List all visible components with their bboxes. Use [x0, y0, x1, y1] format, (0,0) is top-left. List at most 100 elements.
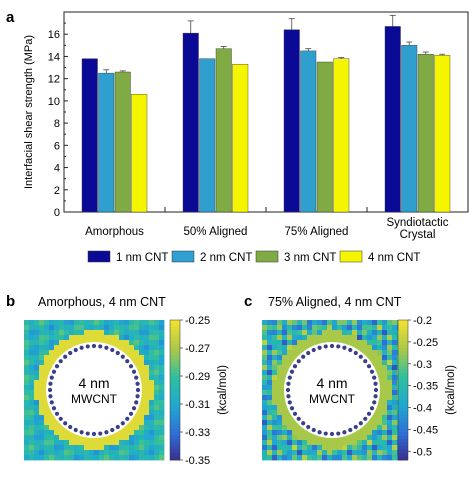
heatmap-cell [367, 335, 373, 341]
heatmap-cell [159, 365, 165, 371]
heatmap-cell [34, 440, 40, 446]
heatmap-cell [34, 380, 40, 386]
heatmap-cell [392, 370, 398, 376]
heatmap-cell [337, 325, 343, 331]
cnt-atom [353, 424, 358, 430]
heatmap-cell [387, 330, 393, 336]
heatmap-cell [154, 385, 160, 391]
cnt-atom [58, 416, 63, 421]
heatmap-cell [362, 435, 368, 441]
heatmap-b-title: Amorphous, 4 nm CNT [38, 295, 166, 309]
heatmap-cell [129, 450, 135, 456]
heatmap-cell [109, 440, 115, 446]
heatmap-cell [312, 455, 318, 461]
heatmap-cell [39, 365, 45, 371]
y-tick-label: 12 [48, 74, 60, 86]
colorbar-segment [398, 365, 408, 370]
heatmap-cell [149, 435, 155, 441]
heatmap-cell [282, 360, 288, 366]
heatmap-cell [114, 455, 120, 461]
heatmap-cell [372, 340, 378, 346]
heatmap-cell [159, 320, 165, 326]
heatmap-cell [64, 335, 70, 341]
heatmap-cell [54, 425, 60, 431]
heatmap-cell [159, 390, 165, 396]
colorbar-segment [170, 439, 180, 443]
heatmap-cell [24, 405, 30, 411]
heatmap-cell [337, 445, 343, 451]
y-tick-label: 16 [48, 29, 60, 41]
heatmap-cell [387, 395, 393, 401]
heatmap-cell [302, 445, 308, 451]
heatmap-cell [29, 370, 35, 376]
colorbar-segment [170, 341, 180, 345]
colorbar-segment [398, 393, 408, 398]
heatmap-cell [262, 395, 268, 401]
heatmap-cell [44, 355, 50, 361]
heatmap-cell [387, 435, 393, 441]
heatmap-cell [159, 360, 165, 366]
heatmap-cell [277, 385, 283, 391]
heatmap-cell [262, 415, 268, 421]
heatmap-cell [144, 365, 150, 371]
heatmap-cell [287, 410, 293, 416]
heatmap-cell [129, 335, 135, 341]
heatmap-cell [159, 450, 165, 456]
cnt-atom [323, 431, 328, 436]
heatmap-cell [362, 350, 368, 356]
heatmap-cell [34, 365, 40, 371]
heatmap-cell [387, 345, 393, 351]
bar [199, 58, 216, 213]
heatmap-cell [139, 425, 145, 431]
heatmap-cell [262, 385, 268, 391]
heatmap-cell [347, 455, 353, 461]
cnt-atom [363, 416, 368, 421]
heatmap-cell [64, 345, 70, 351]
heatmap-cell [129, 430, 135, 436]
heatmap-cell [69, 320, 75, 326]
heatmap-cell [159, 350, 165, 356]
heatmap-cell [392, 340, 398, 346]
heatmap-cell [272, 340, 278, 346]
heatmap-cell [34, 375, 40, 381]
heatmap-cell [159, 440, 165, 446]
colorbar-segment [398, 404, 408, 408]
heatmap-cell [24, 325, 30, 331]
heatmap-cell [382, 410, 388, 416]
heatmap-cell [134, 345, 140, 351]
heatmap-cell [144, 435, 150, 441]
colorbar-segment [398, 355, 408, 359]
heatmap-cell [94, 320, 100, 326]
cnt-atom [51, 369, 57, 374]
legend-label: 3 nm CNT [284, 252, 336, 264]
heatmap-cell [79, 445, 85, 451]
heatmap-cell [24, 395, 30, 401]
heatmap-cell [312, 435, 318, 441]
heatmap-cell [267, 380, 273, 386]
cnt-atom [91, 343, 97, 349]
heatmap-cell [134, 455, 140, 461]
heatmap-cell [302, 435, 308, 441]
heatmap-cell [342, 455, 348, 461]
heatmap-cell [109, 340, 115, 346]
heatmap-cell [272, 350, 278, 356]
colorbar-segment [398, 435, 408, 440]
heatmap-cell [357, 340, 363, 346]
x-tick-label-line: Crystal [400, 229, 436, 241]
heatmap-cell [29, 395, 35, 401]
heatmap-cell [307, 435, 313, 441]
colorbar-segment [170, 397, 180, 401]
heatmap-cell [272, 320, 278, 326]
heatmap-cell [317, 455, 323, 461]
heatmap-cell [149, 380, 155, 386]
heatmap-cell [29, 345, 35, 351]
heatmap-cell [357, 320, 363, 326]
heatmap-cell [372, 440, 378, 446]
heatmap-cell [139, 450, 145, 456]
heatmap-cell [372, 445, 378, 451]
heatmap-cell [139, 415, 145, 421]
heatmap-cell [119, 325, 125, 331]
colorbar-tick-label: -0.29 [185, 371, 210, 383]
heatmap-cell [262, 400, 268, 406]
heatmap-cell [44, 335, 50, 341]
